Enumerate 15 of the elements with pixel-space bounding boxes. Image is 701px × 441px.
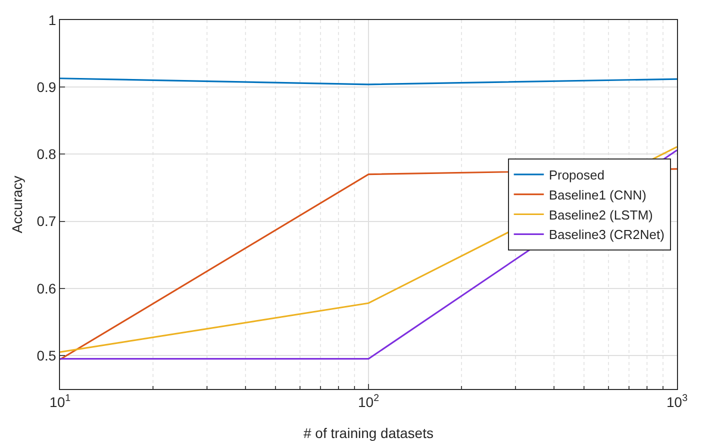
x-tick-label: 10$^{3}$	[666, 392, 688, 410]
x-tick-label: 10$^{2}$	[358, 392, 380, 410]
legend-label: Proposed	[548, 168, 604, 183]
y-tick-label: 0.8	[36, 146, 56, 162]
y-tick-label: 0.9	[36, 78, 56, 95]
y-tick-label: 0.6	[36, 280, 56, 296]
legend-label: Baseline1 (CNN)	[548, 187, 646, 202]
y-tick-label: 0.5	[36, 347, 56, 364]
legend-label: Baseline3 (CR2Net)	[548, 227, 664, 242]
legend-label: Baseline2 (LSTM)	[548, 207, 653, 222]
y-tick-label: 0.7	[36, 213, 56, 230]
x-tick-label: 10$^{1}$	[49, 392, 71, 410]
x-axis-title: # of training datasets	[304, 425, 434, 441]
y-tick-label: 1	[48, 12, 56, 28]
y-axis-title: Accuracy	[9, 176, 25, 234]
